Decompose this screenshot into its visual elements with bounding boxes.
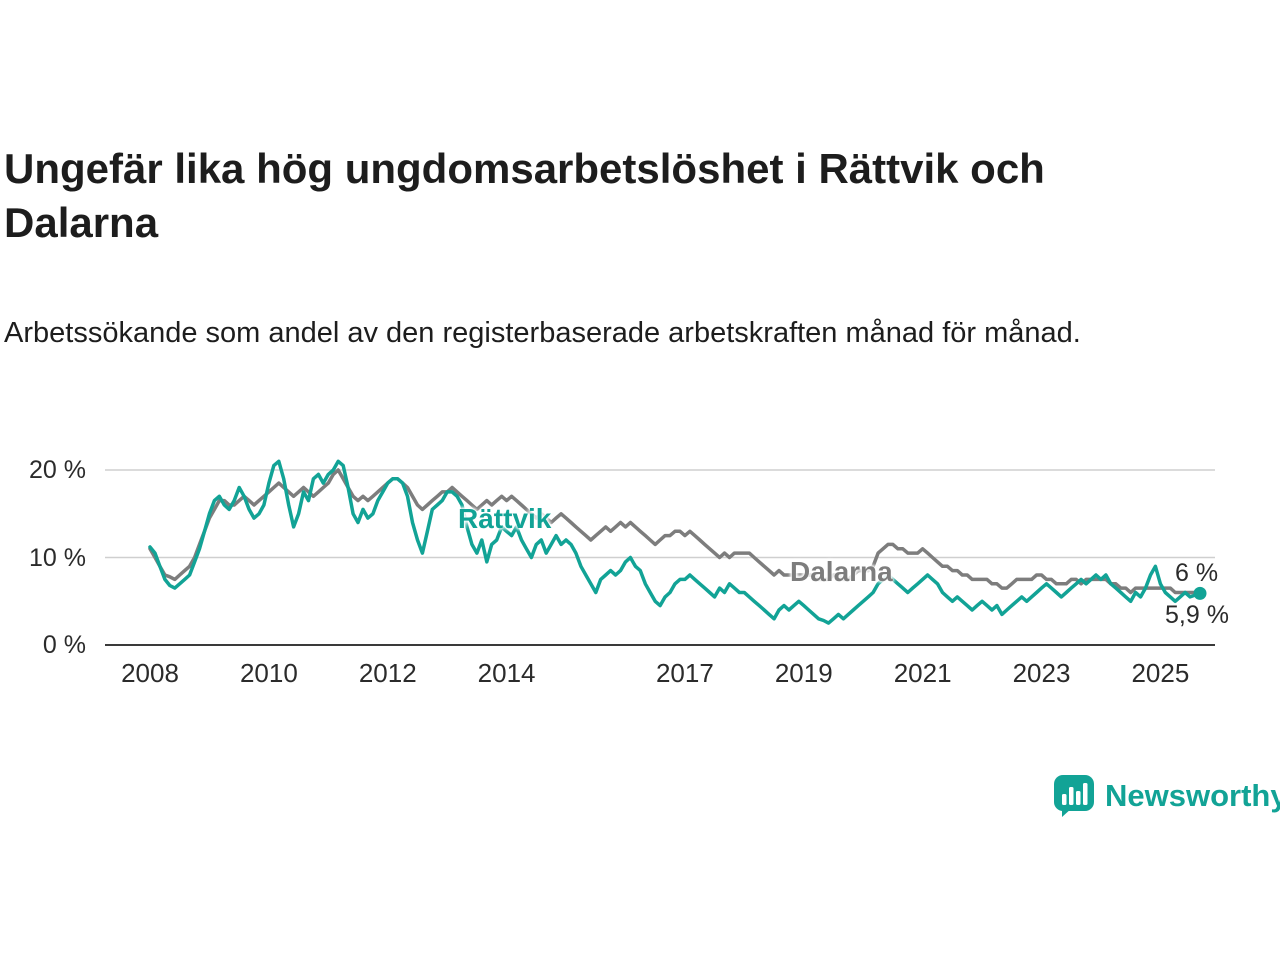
page-title: Ungefär lika hög ungdomsarbetslöshet i R… xyxy=(4,145,1045,246)
series-line-dalarna xyxy=(148,468,1202,595)
y-tick-label-20: 20 % xyxy=(29,456,86,484)
series-label-rattvik: Rättvik xyxy=(458,503,552,534)
x-tick-label-2019: 2019 xyxy=(774,658,833,688)
end-point-dot xyxy=(1193,586,1207,600)
x-tick-label-2023: 2023 xyxy=(1012,658,1071,688)
x-tick-label-2014: 2014 xyxy=(477,658,536,688)
chart-subtitle: Arbetssökande som andel av den registerb… xyxy=(4,317,1081,349)
newsworthy-logo-icon xyxy=(1053,774,1095,818)
newsworthy-logo-text: Newsworthy xyxy=(1105,778,1280,813)
x-tick-label-2021: 2021 xyxy=(893,658,952,688)
line-chart xyxy=(105,459,1215,646)
series-line-rttvik xyxy=(148,459,1202,625)
x-tick-label-2025: 2025 xyxy=(1131,658,1190,688)
end-value-rattvik: 5,9 % xyxy=(1165,601,1229,629)
x-tick-label-2010: 2010 xyxy=(239,658,298,688)
y-tick-label-10: 10 % xyxy=(29,543,86,572)
y-tick-label-0: 0 % xyxy=(42,631,86,659)
x-tick-label-2008: 2008 xyxy=(121,658,179,688)
x-tick-label-2017: 2017 xyxy=(655,658,714,688)
chart: 0 % 10 % 20 % 2008 2010 2012 2014 2017 2019 2021… xyxy=(29,456,1229,688)
end-value-dalarna: 6 % xyxy=(1175,559,1219,587)
newsworthy-logo[interactable]: Newsworthy xyxy=(1053,774,1280,818)
series-label-dalarna: Dalarna xyxy=(790,556,893,587)
x-tick-label-2012: 2012 xyxy=(358,658,417,688)
